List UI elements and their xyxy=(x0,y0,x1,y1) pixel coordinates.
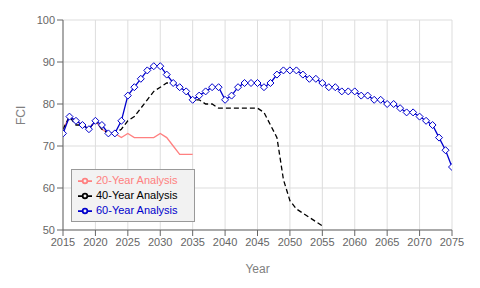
svg-text:2020: 2020 xyxy=(83,236,107,248)
svg-text:80: 80 xyxy=(43,98,55,110)
svg-text:2040: 2040 xyxy=(213,236,237,248)
svg-text:90: 90 xyxy=(43,56,55,68)
html-text:20-Year Analysis: 20-Year Analysis xyxy=(96,173,178,186)
svg-text:2045: 2045 xyxy=(245,236,269,248)
svg-text:Year: Year xyxy=(245,262,269,276)
svg-text:100: 100 xyxy=(37,14,55,26)
svg-text:2070: 2070 xyxy=(407,236,431,248)
svg-text:2025: 2025 xyxy=(116,236,140,248)
svg-text:2075: 2075 xyxy=(440,236,464,248)
svg-text:2060: 2060 xyxy=(343,236,367,248)
svg-text:2015: 2015 xyxy=(51,236,75,248)
html-text:40-Year Analysis: 40-Year Analysis xyxy=(96,188,178,201)
svg-text:2055: 2055 xyxy=(310,236,334,248)
svg-text:2035: 2035 xyxy=(180,236,204,248)
svg-text:70: 70 xyxy=(43,140,55,152)
svg-text:2030: 2030 xyxy=(148,236,172,248)
svg-text:60: 60 xyxy=(43,182,55,194)
svg-text:FCI: FCI xyxy=(14,106,28,125)
svg-text:50: 50 xyxy=(43,224,55,236)
html-text:60-Year Analysis: 60-Year Analysis xyxy=(96,203,178,216)
svg-text:2065: 2065 xyxy=(375,236,399,248)
svg-text:2050: 2050 xyxy=(278,236,302,248)
